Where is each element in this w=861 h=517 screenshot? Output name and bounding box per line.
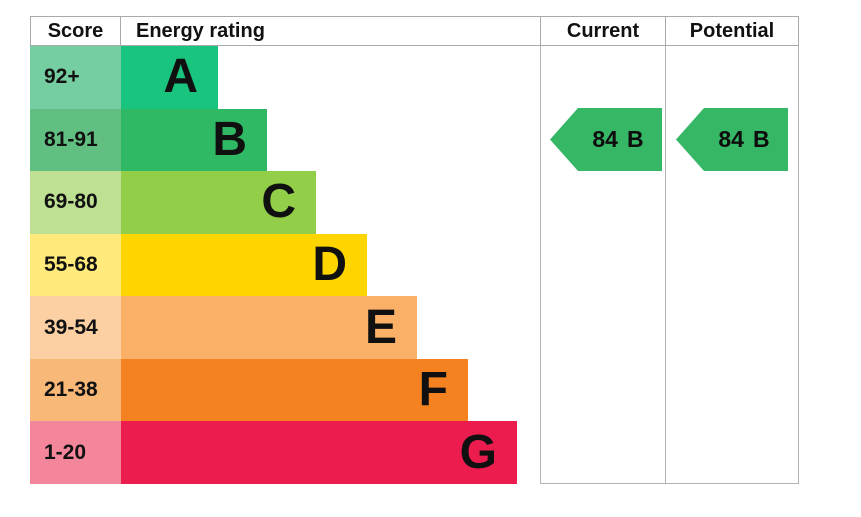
band-row-b: 81-91 B [30,108,799,172]
band-row-a: 92+ A [30,46,799,109]
score-range-e: 39-54 [30,296,121,359]
current-rating-value: 84 [592,126,618,152]
potential-rating-letter: B [752,126,770,152]
band-row-f: 21-38 F [30,358,799,422]
current-rating-arrow: 84 B [550,108,662,171]
header-score: Score [30,17,121,45]
band-row-c: 69-80 C [30,171,799,234]
epc-rating-chart: Score Energy rating Current Potential 92… [30,16,799,485]
score-range-d: 55-68 [30,233,121,297]
score-range-b: 81-91 [30,108,121,172]
band-bar-g: G [121,421,517,485]
band-bar-c: C [121,171,316,234]
band-bar-b: B [121,108,267,172]
header-current: Current [541,17,666,45]
band-row-d: 55-68 D [30,233,799,297]
grid-line-bottom [540,483,799,484]
score-range-a: 92+ [30,46,121,109]
header-energy-rating: Energy rating [121,17,541,45]
grid-line-right-edge [798,46,799,484]
band-bar-d: D [121,233,367,297]
potential-rating-value: 84 [718,126,744,152]
score-range-c: 69-80 [30,171,121,234]
band-bar-a: A [121,46,218,109]
band-row-g: 1-20 G [30,421,799,485]
grid-line-potential-left [665,46,666,484]
band-rows: 92+ A 81-91 B 69-80 C 55-68 D 39-54 E 21-38 F 1-20 G [30,46,799,485]
current-rating-letter: B [626,126,644,152]
score-range-g: 1-20 [30,421,121,485]
band-row-e: 39-54 E [30,296,799,359]
grid-line-current-left [540,46,541,484]
header-potential: Potential [666,17,799,45]
band-bar-e: E [121,296,417,359]
score-range-f: 21-38 [30,358,121,422]
potential-rating-arrow: 84 B [676,108,788,171]
band-bar-f: F [121,358,468,422]
chart-header-row: Score Energy rating Current Potential [30,16,799,46]
